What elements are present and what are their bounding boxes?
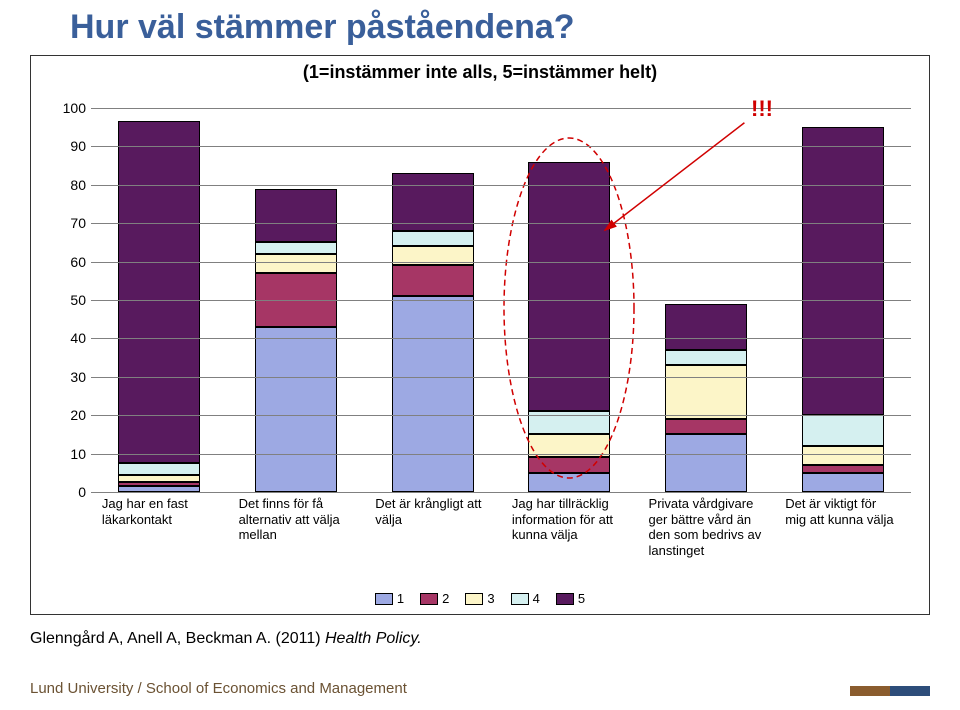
- y-tick-label: 0: [56, 484, 86, 500]
- y-tick-label: 90: [56, 138, 86, 154]
- gridline: [91, 146, 911, 147]
- y-tick-label: 60: [56, 254, 86, 270]
- caption: Glenngård A, Anell A, Beckman A. (2011) …: [30, 630, 422, 648]
- bar-segment: [255, 242, 337, 254]
- legend-label: 2: [442, 591, 449, 606]
- x-axis-label: Jag har tillräcklig information för att …: [510, 496, 629, 558]
- bar: [118, 121, 200, 492]
- plot-area: 0102030405060708090100: [91, 108, 911, 492]
- legend-label: 3: [487, 591, 494, 606]
- legend-label: 1: [397, 591, 404, 606]
- bar-segment: [802, 127, 884, 415]
- gridline: [91, 454, 911, 455]
- bar: [802, 127, 884, 492]
- legend-swatch: [420, 593, 438, 605]
- gridline: [91, 262, 911, 263]
- y-tick-label: 20: [56, 407, 86, 423]
- bar-segment: [665, 304, 747, 350]
- legend-swatch: [465, 593, 483, 605]
- legend: 1 2 3 4 5: [31, 591, 929, 606]
- legend-label: 5: [578, 591, 585, 606]
- legend-swatch: [511, 593, 529, 605]
- bar: [665, 304, 747, 492]
- exclaim-callout: !!!: [751, 96, 773, 122]
- bar: [392, 173, 474, 492]
- footer-accent: [850, 686, 930, 696]
- chart-frame: (1=instämmer inte alls, 5=instämmer helt…: [30, 55, 930, 615]
- gridline: [91, 300, 911, 301]
- bar-segment: [392, 296, 474, 492]
- bar: [528, 162, 610, 492]
- bar-segment: [665, 365, 747, 419]
- bar-segment: [665, 419, 747, 434]
- gridline: [91, 492, 911, 493]
- bar-segment: [255, 254, 337, 273]
- legend-item: 5: [556, 591, 585, 606]
- gridline: [91, 338, 911, 339]
- x-axis-label: Det är krångligt att välja: [373, 496, 492, 558]
- legend-swatch: [375, 593, 393, 605]
- bar-segment: [528, 162, 610, 412]
- bar-segment: [665, 434, 747, 492]
- x-axis-label: Det finns för få alternativ att välja me…: [237, 496, 356, 558]
- chart-subtitle: (1=instämmer inte alls, 5=instämmer helt…: [31, 56, 929, 83]
- bar-segment: [118, 463, 200, 475]
- gridline: [91, 108, 911, 109]
- legend-item: 4: [511, 591, 540, 606]
- footer: Lund University / School of Economics an…: [30, 680, 407, 697]
- x-axis-label: Jag har en fast läkarkontakt: [100, 496, 219, 558]
- legend-item: 2: [420, 591, 449, 606]
- bar-segment: [392, 265, 474, 296]
- bar: [255, 189, 337, 492]
- bar-segment: [118, 475, 200, 483]
- bar-segment: [255, 189, 337, 243]
- bar-segment: [802, 415, 884, 446]
- y-tick-label: 10: [56, 446, 86, 462]
- bar-segment: [255, 327, 337, 492]
- y-tick-label: 30: [56, 369, 86, 385]
- y-tick-label: 100: [56, 100, 86, 116]
- bar-segment: [802, 446, 884, 465]
- bar-segment: [802, 473, 884, 492]
- bar-segment: [802, 465, 884, 473]
- gridline: [91, 377, 911, 378]
- legend-item: 1: [375, 591, 404, 606]
- bar-segment: [528, 473, 610, 492]
- gridline: [91, 185, 911, 186]
- x-labels: Jag har en fast läkarkontakt Det finns fö…: [91, 496, 911, 558]
- bar-segment: [118, 121, 200, 463]
- bar-segment: [528, 457, 610, 472]
- y-tick-label: 50: [56, 292, 86, 308]
- slide-title: Hur väl stämmer påståendena?: [70, 8, 575, 47]
- bar-segment: [665, 350, 747, 365]
- bar-segment: [392, 231, 474, 246]
- legend-swatch: [556, 593, 574, 605]
- legend-label: 4: [533, 591, 540, 606]
- gridline: [91, 415, 911, 416]
- y-tick-label: 70: [56, 215, 86, 231]
- gridline: [91, 223, 911, 224]
- x-axis-label: Det är viktigt för mig att kunna välja: [783, 496, 902, 558]
- y-tick-label: 80: [56, 177, 86, 193]
- y-tick-label: 40: [56, 330, 86, 346]
- x-axis-label: Privata vårdgivare ger bättre vård än de…: [647, 496, 766, 558]
- legend-item: 3: [465, 591, 494, 606]
